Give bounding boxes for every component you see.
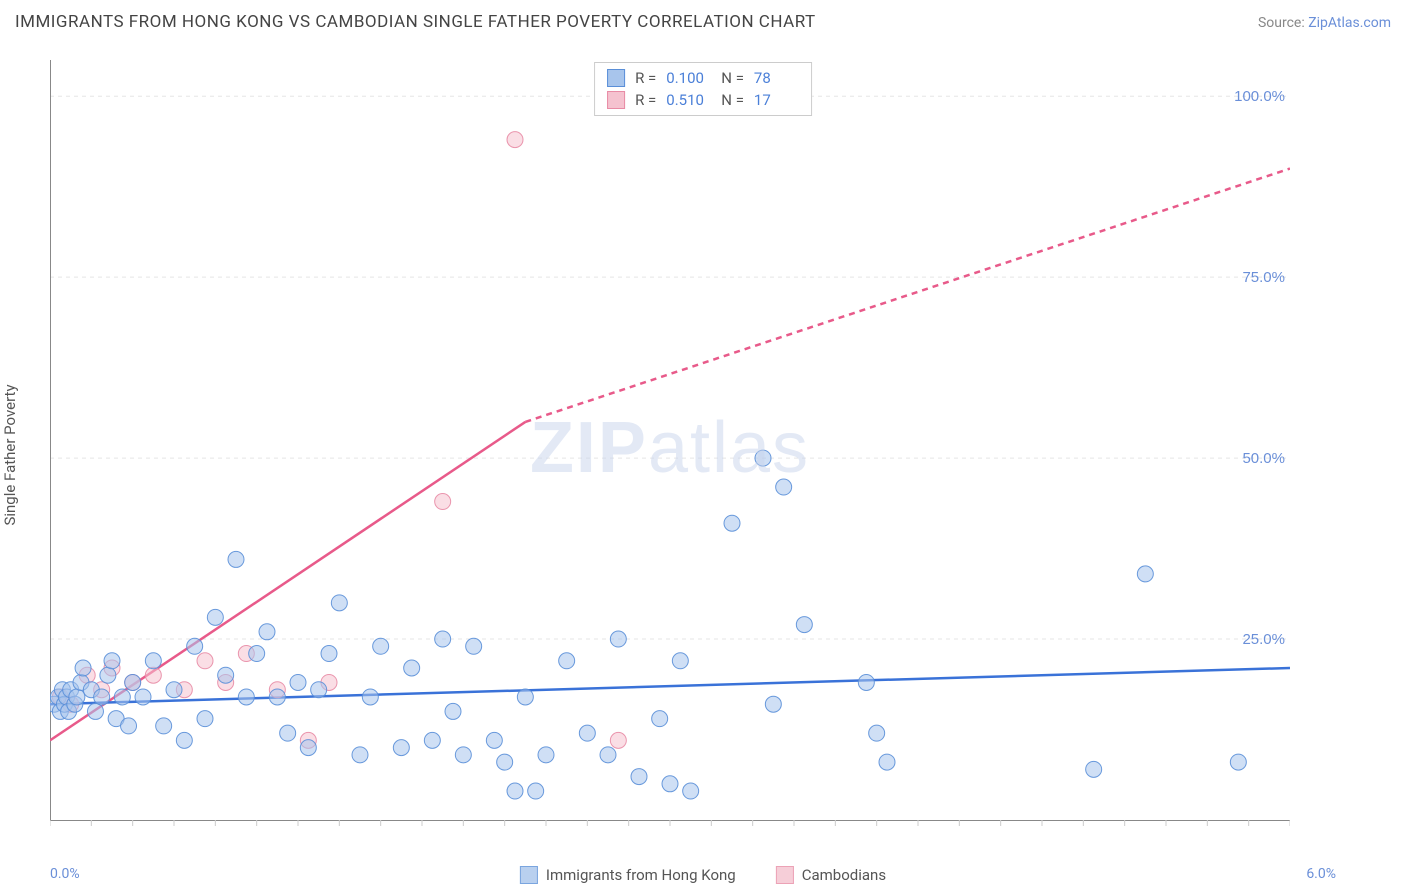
source-link[interactable]: ZipAtlas.com [1308,15,1391,31]
legend-swatch-cambodian [776,866,794,884]
stats-row-cambodian: R = 0.510 N = 17 [607,89,799,111]
stats-legend-box: R = 0.100 N = 78 R = 0.510 N = 17 [594,62,812,116]
legend-label-hongkong: Immigrants from Hong Kong [546,866,736,884]
source-attribution: Source: ZipAtlas.com [1258,15,1391,31]
cambodian-r-value: 0.510 [666,91,711,109]
chart-header: IMMIGRANTS FROM HONG KONG VS CAMBODIAN S… [15,12,1391,32]
chart-plot-area: 25.0%50.0%75.0%100.0% ZIPatlas [50,60,1290,835]
legend-swatch-hongkong [520,866,538,884]
bottom-legend: Immigrants from Hong Kong Cambodians [520,866,886,884]
stats-row-hongkong: R = 0.100 N = 78 [607,67,799,89]
svg-text:75.0%: 75.0% [1242,269,1285,286]
stats-swatch-hongkong [607,69,625,87]
legend-item-hongkong: Immigrants from Hong Kong [520,866,736,884]
scatter-plot-svg: 25.0% 50.0% 75.0% 100.0% [50,60,1290,835]
legend-label-cambodian: Cambodians [802,866,886,884]
svg-text:100.0%: 100.0% [1234,88,1285,105]
hongkong-n-value: 78 [754,69,799,87]
svg-text:25.0%: 25.0% [1242,631,1285,648]
x-axis-min-label: 0.0% [50,866,80,882]
x-axis-max-label: 6.0% [1306,866,1336,882]
y-axis-label: Single Father Poverty [1,384,19,525]
hongkong-r-value: 0.100 [666,69,711,87]
chart-title: IMMIGRANTS FROM HONG KONG VS CAMBODIAN S… [15,12,816,32]
cambodian-n-value: 17 [754,91,799,109]
stats-swatch-cambodian [607,91,625,109]
legend-item-cambodian: Cambodians [776,866,886,884]
svg-text:50.0%: 50.0% [1242,450,1285,467]
